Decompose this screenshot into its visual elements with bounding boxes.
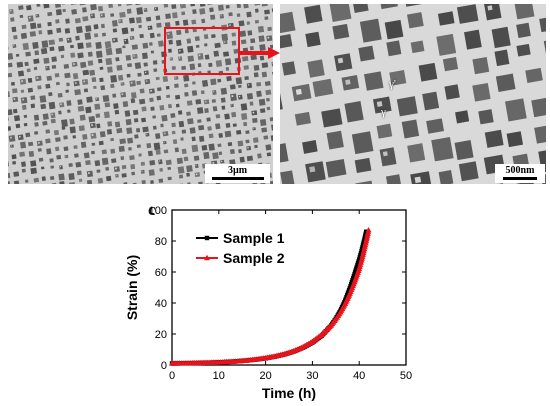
phase-label-gamma: γ <box>381 106 386 118</box>
x-tick-label: 10 <box>213 370 225 382</box>
scalebar-b: 500nm <box>495 164 545 183</box>
highlight-box <box>164 27 240 75</box>
y-tick-label: 100 <box>149 205 167 217</box>
legend-label: Sample 2 <box>223 250 285 266</box>
panel-c-letter: c <box>148 200 156 219</box>
data-point <box>204 254 210 261</box>
data-point <box>365 226 372 233</box>
y-tick-label: 0 <box>161 360 167 372</box>
x-tick-label: 30 <box>306 370 318 382</box>
scalebar-a: 3µm <box>205 164 270 183</box>
x-tick-label: 40 <box>353 370 365 382</box>
x-axis-label: Time (h) <box>262 385 316 401</box>
strain-time-chart: 0 10 20 30 40 50 0 20 40 60 80 100 Time (h) Strain (%… <box>124 205 412 401</box>
scalebar-a-line <box>212 177 264 180</box>
x-tick-label: 50 <box>400 370 412 382</box>
scalebar-a-label: 3µm <box>227 165 248 176</box>
y-tick-label: 20 <box>155 329 167 341</box>
sem-image-a <box>8 4 273 184</box>
legend-label: Sample 1 <box>223 230 285 246</box>
data-point <box>204 235 210 241</box>
x-tick-label: 0 <box>169 370 175 382</box>
y-tick-label: 40 <box>155 298 167 310</box>
plot-frame <box>171 209 407 366</box>
series-2 <box>169 226 372 366</box>
pointer-arrow <box>240 46 280 65</box>
scalebar-b-line <box>503 177 537 180</box>
legend: Sample 1 Sample 2 <box>196 230 285 266</box>
scalebar-b-label: 500nm <box>505 165 535 176</box>
phase-label-gamma-prime: γ' <box>389 78 396 90</box>
x-tick-label: 20 <box>259 370 271 382</box>
y-axis-label: Strain (%) <box>124 255 140 320</box>
sem-image-b <box>280 4 546 184</box>
y-tick-label: 60 <box>155 267 167 279</box>
y-tick-label: 80 <box>155 236 167 248</box>
